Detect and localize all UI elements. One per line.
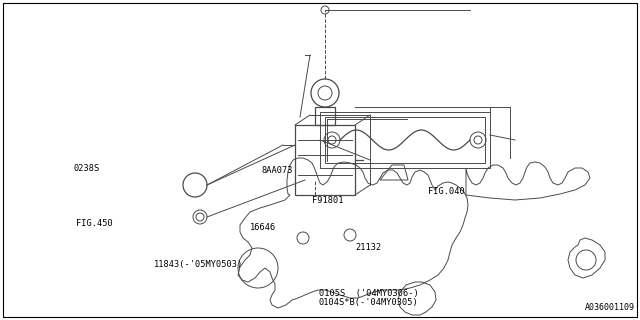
Text: 8AA073: 8AA073 — [261, 166, 292, 175]
Bar — [325, 117, 485, 163]
Bar — [320, 112, 490, 168]
Text: FIG.450: FIG.450 — [76, 219, 112, 228]
Text: 16646: 16646 — [250, 223, 276, 232]
Bar — [315, 107, 335, 125]
Text: F91801: F91801 — [312, 196, 343, 205]
Text: FIG.040: FIG.040 — [428, 187, 464, 196]
Text: 0105S  ('04MY0306-): 0105S ('04MY0306-) — [319, 289, 419, 298]
Text: A036001109: A036001109 — [585, 303, 635, 312]
Bar — [295, 125, 355, 195]
Text: 0238S: 0238S — [74, 164, 100, 173]
Text: 21132: 21132 — [355, 243, 381, 252]
Text: 0104S*B(-'04MY0305): 0104S*B(-'04MY0305) — [319, 298, 419, 307]
Text: 11843(-'05MY0503): 11843(-'05MY0503) — [154, 260, 243, 269]
